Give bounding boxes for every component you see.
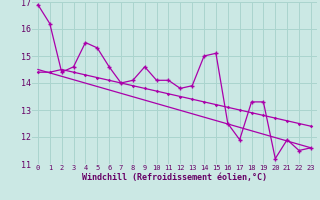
X-axis label: Windchill (Refroidissement éolien,°C): Windchill (Refroidissement éolien,°C) [82,173,267,182]
